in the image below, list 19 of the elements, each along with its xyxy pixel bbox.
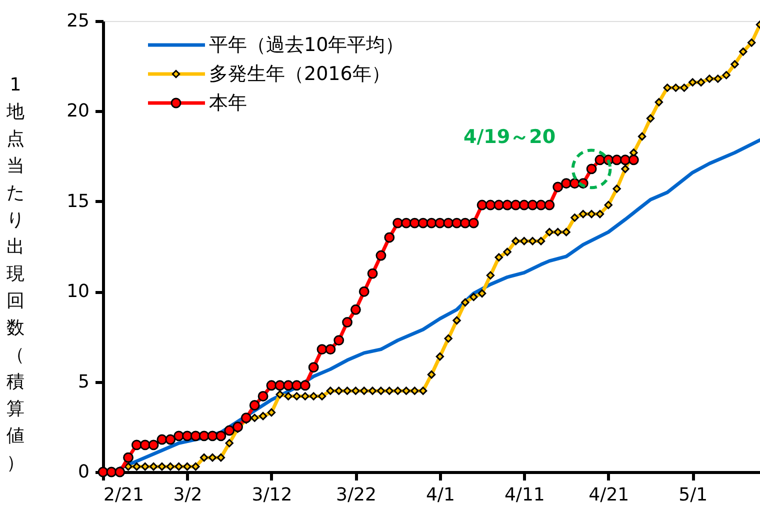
x-tick-label: 3/2 [173,484,202,506]
x-tick-label: 4/21 [588,484,630,506]
y-tick-label: 5 [78,371,90,392]
text: 1地点当たり出現回数（積算値） [6,74,24,474]
x-tick-label: 5/1 [678,484,708,506]
x-tick-label: 4/11 [504,484,545,506]
legend-label: 多発生年（2016年） [209,63,390,85]
x-tick-label: 4/1 [426,484,455,506]
x-tick-label: 3/12 [252,484,292,506]
y-tick-label: 20 [66,100,90,122]
legend-label: 本年 [209,92,247,114]
y-tick-label: 25 [66,10,90,32]
legend-label: 平年（過去10年平均） [209,34,404,56]
x-tick-label: 3/22 [336,484,376,506]
y-tick-label: 10 [66,281,90,302]
annotation: 4/19～20 [464,126,556,148]
x-tick-label: 2/21 [104,484,144,506]
y-tick-label: 0 [78,462,90,482]
y-tick-label: 15 [66,190,90,212]
